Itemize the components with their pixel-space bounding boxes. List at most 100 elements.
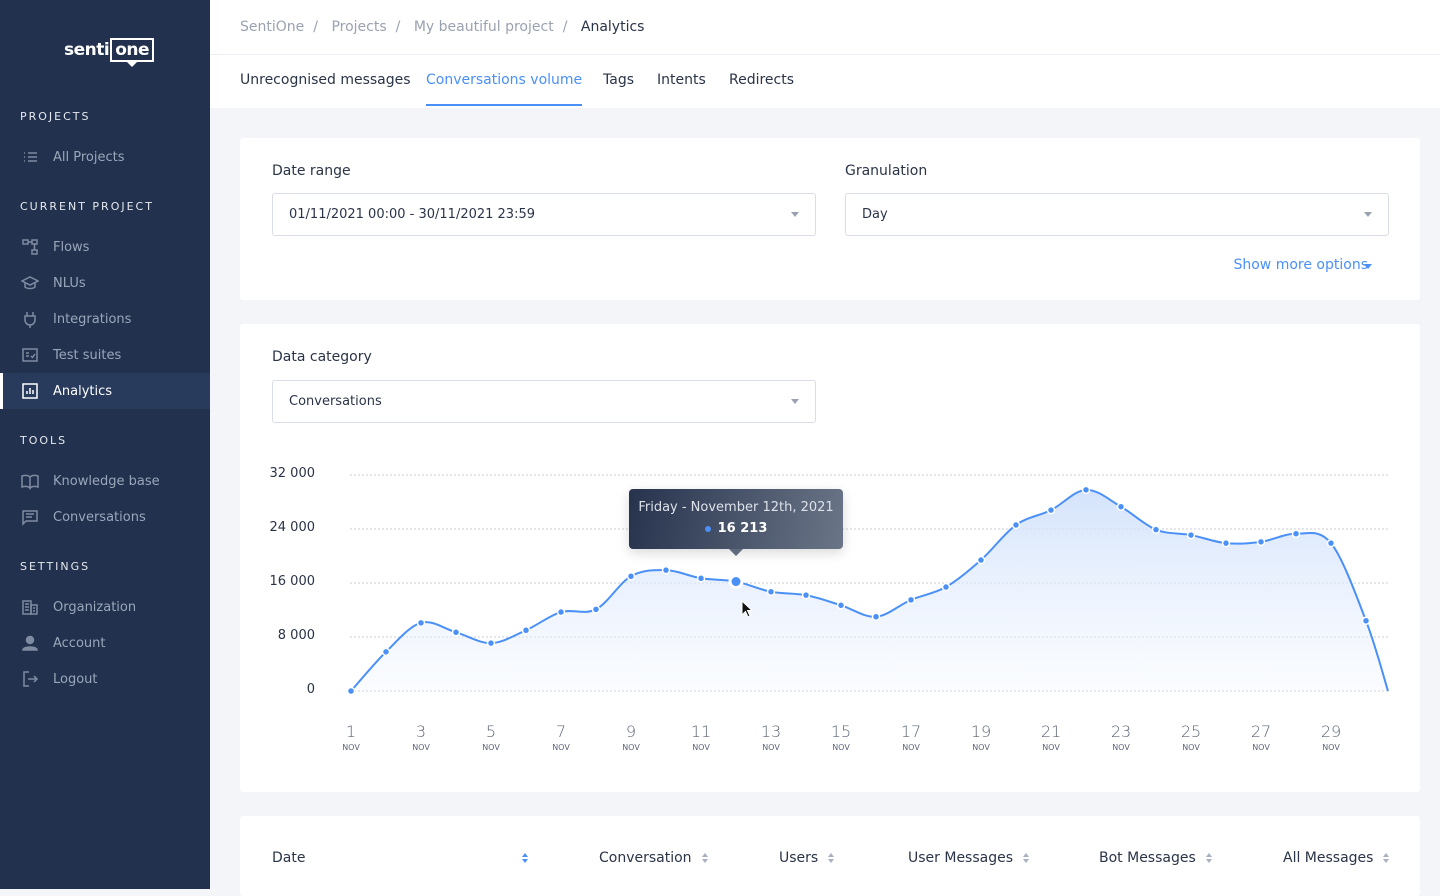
data-point (801, 590, 811, 600)
sidebar-item-integrations[interactable]: Integrations (0, 301, 210, 337)
column-header-all-messages[interactable]: All Messages (1283, 850, 1390, 866)
sidebar-item-label: Knowledge base (53, 473, 160, 489)
column-header-users[interactable]: Users (779, 850, 835, 866)
tab-unrecognised-messages[interactable]: Unrecognised messages (240, 72, 411, 88)
x-tick-label: 19 NOV (970, 722, 992, 752)
sort-icon[interactable] (828, 853, 835, 863)
sentione-logo[interactable]: senti one (64, 38, 155, 62)
sidebar-section-title: PROJECTS (20, 110, 91, 123)
column-header-user-messages[interactable]: User Messages (908, 850, 1030, 866)
data-point (836, 601, 846, 610)
data-point (1256, 537, 1266, 547)
data-point (1116, 502, 1126, 511)
mouse-cursor-icon (741, 600, 754, 618)
sidebar: senti one PROJECTS All Projects CURRENT PRO… (0, 0, 210, 889)
sidebar-item-label: Conversations (53, 509, 146, 525)
sort-icon[interactable] (522, 853, 528, 863)
breadcrumb-project[interactable]: My beautiful project (413, 19, 554, 35)
column-header-date[interactable]: Date (272, 850, 528, 866)
x-tick-label: 3 NOV (412, 722, 430, 752)
x-tick-label: 27 NOV (1250, 722, 1272, 752)
series-dot-icon (704, 525, 711, 532)
granulation-select[interactable]: Day (845, 193, 1389, 236)
data-point (451, 628, 461, 637)
breadcrumb: SentiOne / Projects / My beautiful project… (240, 19, 645, 35)
sidebar-item-test-suites[interactable]: Test suites (0, 337, 210, 373)
sidebar-item-label: Logout (53, 671, 98, 687)
sidebar-item-label: NLUs (53, 275, 86, 291)
list-icon (20, 147, 40, 167)
tab-conversations-volume[interactable]: Conversations volume (426, 72, 583, 106)
tooltip-date: Friday - November 12th, 2021 (638, 500, 834, 515)
caret-down-icon (1364, 264, 1372, 269)
tooltip-value: 16 213 (717, 521, 768, 536)
sidebar-item-flows[interactable]: Flows (0, 229, 210, 265)
sidebar-item-all-projects[interactable]: All Projects (0, 139, 210, 175)
tab-redirects[interactable]: Redirects (729, 72, 795, 88)
x-tick-label: 15 NOV (830, 722, 852, 752)
column-header-bot-messages[interactable]: Bot Messages (1099, 850, 1212, 866)
plug-icon (20, 309, 40, 329)
sidebar-item-conversations[interactable]: Conversations (0, 499, 210, 535)
sidebar-item-logout[interactable]: Logout (0, 661, 210, 697)
y-tick-label: 16 000 (269, 574, 316, 589)
tab-tags[interactable]: Tags (603, 72, 634, 88)
sort-icon[interactable] (1383, 853, 1390, 863)
y-tick-label: 32 000 (269, 466, 316, 481)
data-point (906, 595, 916, 605)
x-tick-label: 1 NOV (342, 722, 360, 752)
show-more-options-link[interactable]: Show more options (1233, 257, 1368, 273)
data-point (556, 607, 566, 617)
data-point (416, 618, 426, 628)
date-range-select[interactable]: 01/11/2021 00:00 - 30/11/2021 23:59 (272, 193, 816, 236)
sidebar-item-label: All Projects (53, 149, 125, 165)
sidebar-item-knowledge-base[interactable]: Knowledge base (0, 463, 210, 499)
building-icon (20, 597, 40, 617)
column-header-conversation[interactable]: Conversation (599, 850, 708, 866)
data-point (1046, 505, 1056, 515)
bar-chart-icon (20, 381, 40, 401)
x-tick-label: 9 NOV (622, 722, 640, 752)
tab-bar: Unrecognised messages Conversations volu… (210, 55, 1440, 108)
sort-icon[interactable] (1205, 853, 1212, 863)
data-point (381, 647, 391, 657)
sidebar-item-organization[interactable]: Organization (0, 589, 210, 625)
logout-icon (20, 669, 40, 689)
breadcrumb-sentione[interactable]: SentiOne (240, 19, 305, 35)
sidebar-item-nlus[interactable]: NLUs (0, 265, 210, 301)
sidebar-item-analytics[interactable]: Analytics (0, 373, 210, 409)
tab-intents[interactable]: Intents (657, 72, 706, 88)
x-tick-label: 7 NOV (552, 722, 570, 752)
sidebar-section-title: TOOLS (20, 434, 68, 447)
chevron-down-icon (791, 212, 799, 217)
sidebar-item-label: Analytics (53, 383, 113, 399)
data-point (1291, 529, 1301, 538)
data-point (346, 686, 356, 696)
data-point (521, 626, 531, 635)
chart-tooltip: Friday - November 12th, 2021 16 213 (629, 489, 843, 556)
sidebar-section-title: SETTINGS (20, 560, 91, 573)
chat-icon (20, 507, 40, 527)
granulation-label: Granulation (845, 163, 928, 179)
data-point (1326, 538, 1336, 548)
x-tick-label: 11 NOV (690, 722, 712, 752)
data-point (1081, 485, 1091, 495)
x-tick-label: 5 NOV (482, 722, 500, 752)
data-category-select[interactable]: Conversations (272, 380, 816, 423)
sidebar-item-label: Test suites (53, 347, 122, 363)
sidebar-item-account[interactable]: Account (0, 625, 210, 661)
data-point (1361, 616, 1371, 626)
data-point (661, 565, 671, 575)
breadcrumb-current: Analytics (580, 19, 645, 35)
breadcrumb-projects[interactable]: Projects (331, 19, 387, 35)
x-tick-label: 17 NOV (900, 722, 922, 752)
sidebar-item-label: Integrations (53, 311, 132, 327)
sidebar-item-label: Account (53, 635, 106, 651)
x-tick-label: 25 NOV (1180, 722, 1202, 752)
data-point (1221, 538, 1231, 548)
sidebar-section-title: CURRENT PROJECT (20, 200, 154, 213)
sort-icon[interactable] (1023, 853, 1030, 863)
date-range-label: Date range (272, 163, 351, 179)
sort-icon[interactable] (701, 853, 708, 863)
